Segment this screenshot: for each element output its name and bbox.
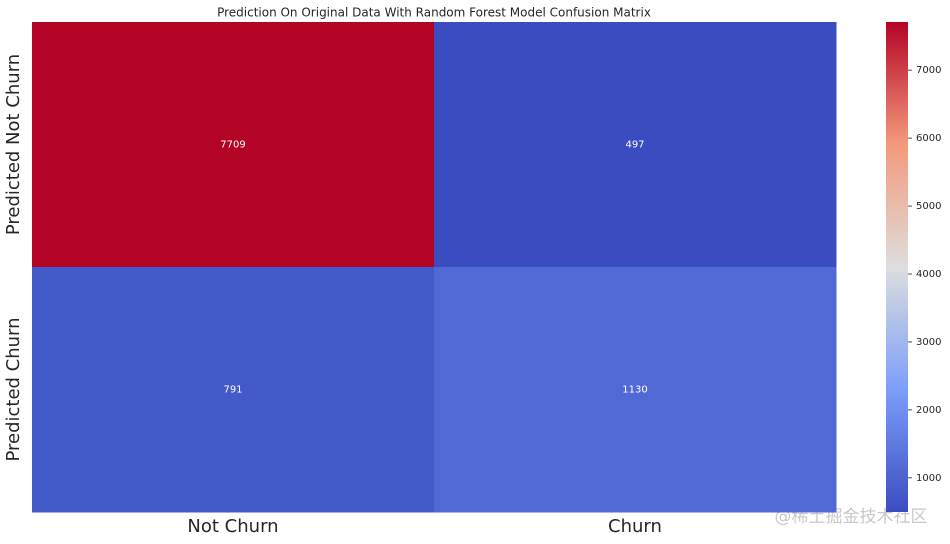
chart-title: Prediction On Original Data With Random … (217, 6, 651, 20)
colorbar-tick-label: 6000 (916, 133, 941, 144)
heatmap-cell (32, 22, 435, 268)
heatmap-cell (434, 22, 837, 268)
heatmap-cell (32, 267, 435, 513)
cell-label: 497 (625, 140, 644, 151)
colorbar-tick-label: 4000 (916, 269, 941, 280)
y-tick-label: Predicted Not Churn (3, 54, 24, 235)
colorbar-tick-label: 5000 (916, 201, 941, 212)
colorbar-tick-label: 7000 (916, 65, 941, 76)
y-tick-label: Predicted Churn (3, 317, 24, 461)
colorbar-tick-label: 2000 (916, 405, 941, 416)
x-tick-label: Churn (608, 516, 662, 537)
cell-label: 7709 (220, 140, 245, 151)
colorbar (886, 22, 908, 512)
heatmap-cell (434, 267, 837, 513)
x-tick-label: Not Churn (187, 516, 278, 537)
cell-label: 791 (223, 385, 242, 396)
colorbar-tick-label: 1000 (916, 473, 941, 484)
colorbar-tick-label: 3000 (916, 337, 941, 348)
cell-label: 1130 (622, 385, 647, 396)
